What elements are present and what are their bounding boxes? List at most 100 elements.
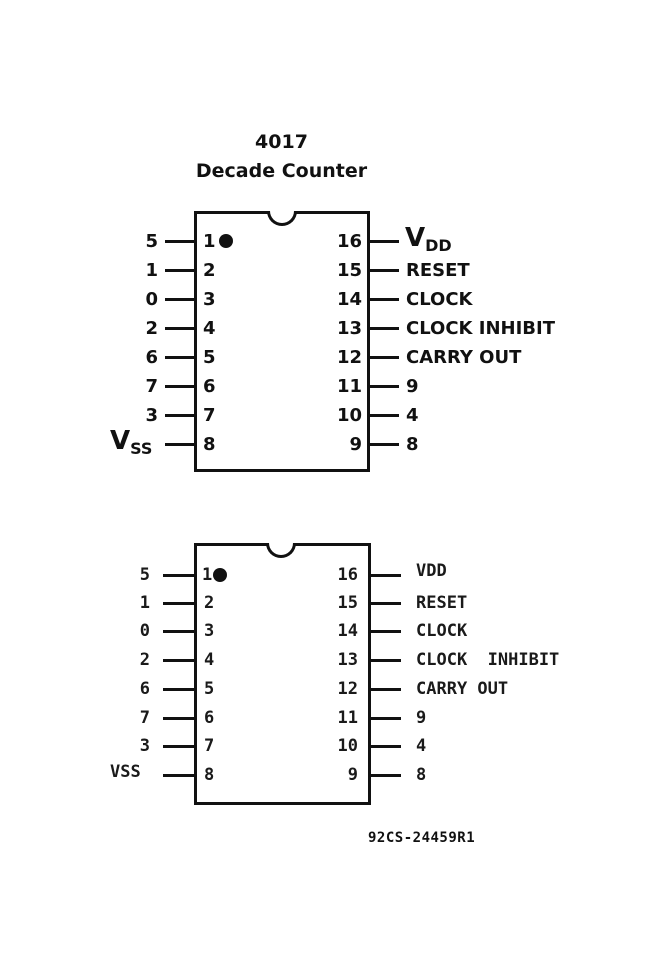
scanned-right-pin-line-13 [371, 659, 401, 662]
clock-label: CLOCK [406, 289, 473, 310]
right-pin-line-16 [370, 240, 399, 243]
right-pin-line-13 [370, 327, 399, 330]
left-pin-line-5 [165, 356, 194, 359]
scanned-left-pin-line-1 [163, 574, 194, 577]
scanned-output-label-q3: 3 [139, 736, 150, 756]
scanned-pin-number-15: 15 [337, 593, 358, 613]
scanned-pin-number-9: 9 [347, 765, 358, 785]
right-pin-line-15 [370, 269, 399, 272]
output-label-q4: 4 [406, 405, 419, 426]
pin-number-5: 5 [203, 347, 216, 368]
pin-number-11: 11 [336, 376, 362, 397]
pin1-indicator-dot [219, 234, 233, 248]
scanned-output-label-q0: 0 [139, 621, 150, 641]
scanned-pin-number-7: 7 [204, 736, 215, 756]
scanned-output-label-q1: 1 [139, 593, 150, 613]
clock-inhibit-label: CLOCK INHIBIT [406, 318, 555, 339]
output-label-q9: 9 [406, 376, 419, 397]
pin-number-13: 13 [336, 318, 362, 339]
output-label-q2: 2 [145, 318, 158, 339]
pin-number-16: 16 [336, 231, 362, 252]
scanned-left-pin-line-6 [163, 717, 194, 720]
left-pin-line-2 [165, 269, 194, 272]
scanned-output-label-q5: 5 [139, 565, 150, 585]
scanned-reset-label: RESET [416, 593, 468, 613]
scanned-pin-number-10: 10 [337, 736, 358, 756]
scanned-left-pin-line-5 [163, 688, 194, 691]
scanned-right-pin-line-16 [371, 574, 401, 577]
scanned-pin-number-14: 14 [337, 621, 358, 641]
scanned-carry-out-label: CARRY OUT [416, 679, 509, 699]
scanned-pin-number-6: 6 [204, 708, 215, 728]
right-pin-line-11 [370, 385, 399, 388]
scanned-vdd-label: VDD [416, 561, 447, 581]
scanned-output-label-q9: 9 [416, 708, 427, 728]
scanned-output-label-q4: 4 [416, 736, 427, 756]
scanned-left-pin-line-2 [163, 602, 194, 605]
drawing-code: 92CS-24459R1 [368, 830, 476, 846]
scanned-output-label-q8: 8 [416, 765, 427, 785]
scanned-output-label-q6: 6 [139, 679, 150, 699]
left-pin-line-4 [165, 327, 194, 330]
scanned-left-pin-line-7 [163, 745, 194, 748]
scanned-pin-number-12: 12 [337, 679, 358, 699]
reset-label: RESET [406, 260, 470, 281]
scanned-left-pin-line-3 [163, 630, 194, 633]
pin-number-6: 6 [203, 376, 216, 397]
scanned-pin-number-5: 5 [204, 679, 215, 699]
scanned-pin-number-4: 4 [204, 650, 215, 670]
scanned-pin-number-8: 8 [204, 765, 215, 785]
right-pin-line-10 [370, 414, 399, 417]
chip-title: 4017 [255, 131, 308, 153]
chip-body [194, 211, 370, 472]
scanned-pin1-indicator-dot [213, 568, 227, 582]
scanned-left-pin-line-4 [163, 659, 194, 662]
scanned-clock-label: CLOCK [416, 621, 468, 641]
output-label-q0: 0 [145, 289, 158, 310]
output-label-q7: 7 [145, 376, 158, 397]
pin-number-4: 4 [203, 318, 216, 339]
pin-number-14: 14 [336, 289, 362, 310]
carry-out-label: CARRY OUT [406, 347, 522, 368]
pin-number-9: 9 [349, 434, 362, 455]
output-label-q5: 5 [145, 231, 158, 252]
scanned-output-label-q2: 2 [139, 650, 150, 670]
right-pin-line-9 [370, 443, 399, 446]
scanned-pin-number-1: 1 [202, 565, 213, 585]
left-pin-line-8 [165, 443, 194, 446]
scanned-output-label-q7: 7 [139, 708, 150, 728]
left-pin-line-1 [165, 240, 194, 243]
scanned-pin-number-3: 3 [204, 621, 215, 641]
output-label-q1: 1 [145, 260, 158, 281]
left-pin-line-3 [165, 298, 194, 301]
output-label-q6: 6 [145, 347, 158, 368]
pin-number-10: 10 [336, 405, 362, 426]
scanned-right-pin-line-12 [371, 688, 401, 691]
pin-number-12: 12 [336, 347, 362, 368]
scanned-right-pin-line-15 [371, 602, 401, 605]
pin-number-7: 7 [203, 405, 216, 426]
scanned-pin-number-13: 13 [337, 650, 358, 670]
pin-number-8: 8 [203, 434, 216, 455]
pin-number-3: 3 [203, 289, 216, 310]
pin-number-1: 1 [203, 231, 216, 252]
scanned-chip-body [194, 543, 371, 805]
vdd-label: VDD [405, 223, 452, 255]
output-label-q3: 3 [145, 405, 158, 426]
vss-label: VSS [110, 426, 153, 458]
right-pin-line-12 [370, 356, 399, 359]
pin-number-2: 2 [203, 260, 216, 281]
scanned-pin-number-2: 2 [204, 593, 215, 613]
scanned-vss-label: VSS [110, 762, 141, 782]
scanned-right-pin-line-9 [371, 774, 401, 777]
output-label-q8: 8 [406, 434, 419, 455]
scanned-pin-number-16: 16 [337, 565, 358, 585]
chip-subtitle: Decade Counter [195, 160, 368, 182]
left-pin-line-7 [165, 414, 194, 417]
right-pin-line-14 [370, 298, 399, 301]
left-pin-line-6 [165, 385, 194, 388]
scanned-right-pin-line-14 [371, 630, 401, 633]
scanned-clock-inhibit-label: CLOCK INHIBIT [416, 650, 560, 670]
scanned-right-pin-line-11 [371, 717, 401, 720]
scanned-right-pin-line-10 [371, 745, 401, 748]
